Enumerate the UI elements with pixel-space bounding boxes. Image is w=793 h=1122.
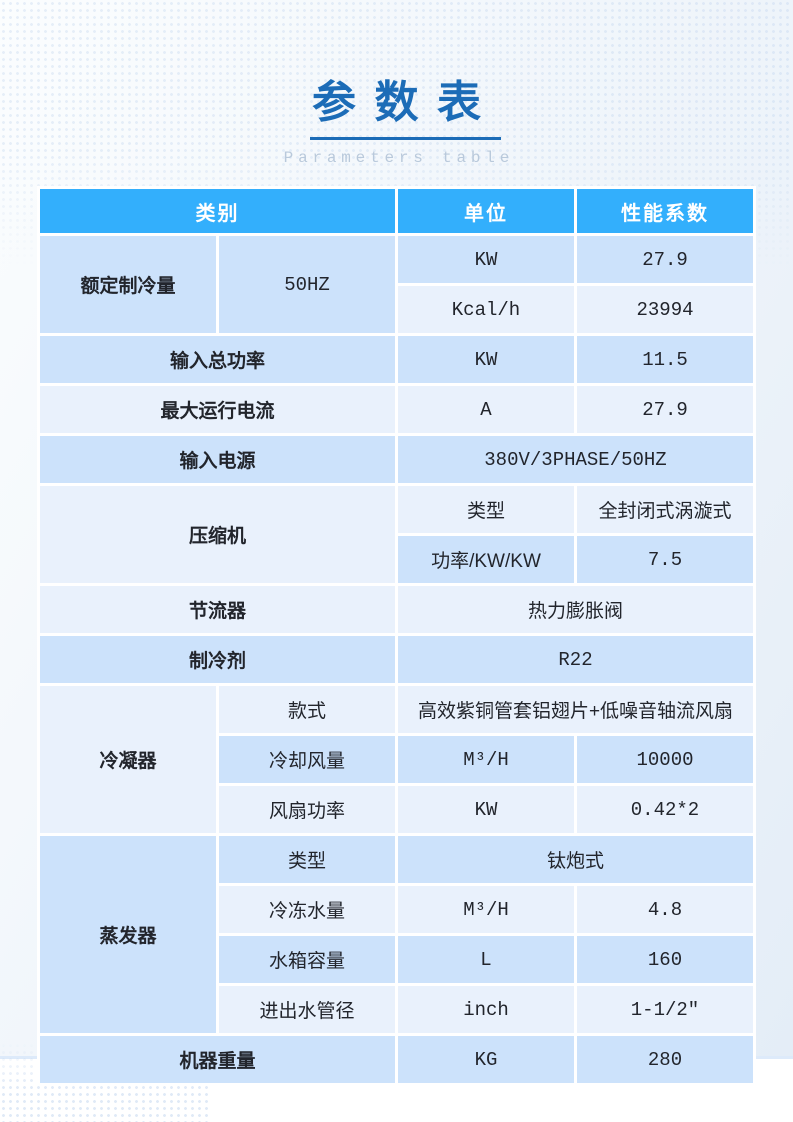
value-cell: 380V/3PHASE/50HZ — [398, 436, 753, 483]
table-row: 进出水管径 inch 1-1/2″ — [40, 986, 753, 1033]
table-row: 冷却风量 M³/H 10000 — [40, 736, 753, 783]
table-row: 节流器 热力膨胀阀 — [40, 586, 753, 633]
value-cell: 7.5 — [577, 536, 753, 583]
value-cell: 高效紫铜管套铝翅片+低噪音轴流风扇 — [398, 686, 753, 733]
sublabel-cooling-air-volume: 冷却风量 — [219, 736, 395, 783]
value-cell: 全封闭式涡漩式 — [577, 486, 753, 533]
label-evaporator: 蒸发器 — [40, 836, 216, 1033]
value-cell: 热力膨胀阀 — [398, 586, 753, 633]
label-compressor: 压缩机 — [40, 486, 395, 583]
value-cell: 1-1/2″ — [577, 986, 753, 1033]
sublabel-chilled-water-volume: 冷冻水量 — [219, 886, 395, 933]
sublabel-tank-capacity: 水箱容量 — [219, 936, 395, 983]
value-cell: 0.42*2 — [577, 786, 753, 833]
table-row: 风扇功率 KW 0.42*2 — [40, 786, 753, 833]
page-title: 参数表 — [310, 66, 502, 140]
table-row: 蒸发器 类型 钛炮式 — [40, 836, 753, 1033]
header-row: 类别 单位 性能系数 — [40, 189, 753, 233]
sublabel-style: 款式 — [219, 686, 395, 733]
unit-cell: 类型 — [398, 486, 574, 533]
value-cell: 4.8 — [577, 886, 753, 933]
table-row: 功率/KW/KW 7.5 — [40, 536, 753, 583]
table-row: 制冷剂 R22 — [40, 636, 753, 683]
unit-cell: Kcal/h — [398, 286, 574, 333]
value-cell: 280 — [577, 1036, 753, 1083]
table-row: 压缩机 类型 全封闭式涡漩式 — [40, 486, 753, 583]
unit-cell: inch — [398, 986, 574, 1033]
unit-cell: M³/H — [398, 886, 574, 933]
unit-cell: KW — [398, 786, 574, 833]
value-cell: 160 — [577, 936, 753, 983]
value-cell: R22 — [398, 636, 753, 683]
value-cell: 27.9 — [577, 386, 753, 433]
parameters-table: 类别 单位 性能系数 额定制冷量 50HZ KW 27.9 Kcal/h 239… — [37, 186, 756, 1086]
label-machine-weight: 机器重量 — [40, 1036, 395, 1083]
unit-cell: L — [398, 936, 574, 983]
value-cell: 27.9 — [577, 236, 753, 283]
unit-cell: KW — [398, 336, 574, 383]
label-throttle: 节流器 — [40, 586, 395, 633]
unit-cell: A — [398, 386, 574, 433]
value-cell: 钛炮式 — [398, 836, 753, 883]
page-subtitle: Parameters table — [283, 149, 515, 167]
value-cell: 23994 — [577, 286, 753, 333]
sublabel-inlet-outlet-pipe-diameter: 进出水管径 — [219, 986, 395, 1033]
label-condenser: 冷凝器 — [40, 686, 216, 833]
sublabel-type: 类型 — [219, 836, 395, 883]
header-unit: 单位 — [398, 189, 574, 233]
label-rated-cooling-capacity: 额定制冷量 — [40, 236, 216, 333]
table-row: 水箱容量 L 160 — [40, 936, 753, 983]
label-refrigerant: 制冷剂 — [40, 636, 395, 683]
table-row: Kcal/h 23994 — [40, 286, 753, 333]
table-row: 冷凝器 款式 高效紫铜管套铝翅片+低噪音轴流风扇 — [40, 686, 753, 833]
sublabel-fan-power: 风扇功率 — [219, 786, 395, 833]
unit-cell: KG — [398, 1036, 574, 1083]
table-row: 机器重量 KG 280 — [40, 1036, 753, 1083]
value-cell: 11.5 — [577, 336, 753, 383]
table-row: 最大运行电流 A 27.9 — [40, 386, 753, 433]
label-input-power-supply: 输入电源 — [40, 436, 395, 483]
unit-cell: KW — [398, 236, 574, 283]
header-category: 类别 — [40, 189, 395, 233]
sublabel-50hz: 50HZ — [219, 236, 395, 333]
table-row: 输入总功率 KW 11.5 — [40, 336, 753, 383]
table-row: 额定制冷量 50HZ KW 27.9 — [40, 236, 753, 333]
value-cell: 10000 — [577, 736, 753, 783]
unit-cell: 功率/KW/KW — [398, 536, 574, 583]
label-input-total-power: 输入总功率 — [40, 336, 395, 383]
table-row: 冷冻水量 M³/H 4.8 — [40, 886, 753, 933]
table-row: 输入电源 380V/3PHASE/50HZ — [40, 436, 753, 483]
unit-cell: M³/H — [398, 736, 574, 783]
title-block: 参数表 Parameters table — [0, 66, 793, 167]
header-coefficient: 性能系数 — [577, 189, 753, 233]
label-max-running-current: 最大运行电流 — [40, 386, 395, 433]
